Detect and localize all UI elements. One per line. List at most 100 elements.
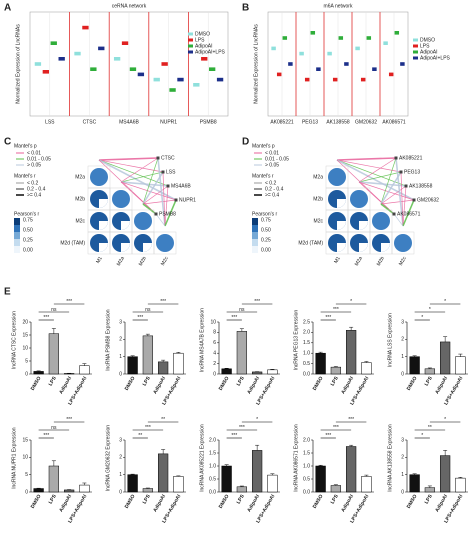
significance-label: ns — [51, 307, 57, 313]
legend-label: < 0.2 — [27, 180, 38, 186]
marker — [90, 67, 97, 71]
marker — [216, 77, 224, 82]
correlation-slice — [337, 199, 346, 208]
error-bar — [82, 482, 87, 486]
bar — [409, 474, 420, 493]
correlation-slice — [121, 243, 130, 252]
bar — [48, 465, 60, 493]
legend-title: Mantel's p — [14, 143, 37, 149]
significance-label: *** — [160, 299, 166, 305]
legend-label: >= 0.4 — [265, 192, 279, 198]
x-tick-label: LPS — [424, 493, 434, 505]
error-bar — [318, 351, 323, 354]
mantel-edge — [393, 213, 404, 227]
bar — [157, 361, 169, 375]
x-tick-label: DMSO — [124, 376, 137, 392]
error-bar — [270, 473, 275, 476]
significance-label: * — [256, 417, 258, 423]
error-bar — [333, 484, 338, 486]
correlation-circle — [156, 234, 174, 252]
y-tick-label: 1.5 — [209, 450, 216, 456]
x-tick-label: DMSO — [218, 494, 231, 510]
gene-label: NUPR1 — [179, 197, 196, 203]
bar — [48, 333, 60, 375]
x-tick-label: AdipoAI — [434, 493, 449, 513]
significance-label: *** — [333, 307, 339, 313]
x-tick-label: CTSC — [83, 119, 97, 125]
row-label: M2b — [313, 196, 323, 202]
error-bar — [349, 444, 354, 447]
x-tick-label: LPS — [330, 493, 340, 505]
correlation-slice — [99, 243, 108, 252]
x-tick-label: NUPR1 — [160, 119, 177, 125]
bar — [173, 352, 184, 375]
marker — [177, 77, 184, 82]
marker — [201, 57, 208, 61]
correlation-slice — [359, 243, 368, 252]
y-tick-label: 5 — [25, 358, 28, 364]
colorbar-step — [252, 225, 258, 232]
y-tick-label: 1.5 — [303, 340, 310, 346]
marker — [372, 67, 377, 71]
y-tick-label: 2.5 — [303, 319, 310, 325]
correlation-slice — [337, 221, 346, 230]
error-bar — [412, 355, 417, 357]
mantel-edge — [98, 157, 159, 161]
error-bar — [427, 485, 432, 488]
significance-label: ** — [428, 425, 432, 431]
correlation-slice — [121, 221, 130, 230]
legend-swatch — [188, 44, 193, 48]
legend-label: DMSO — [420, 37, 435, 43]
y-axis-label: lncRNA CTSC Expression — [11, 311, 17, 369]
y-axis-label: lncRNA NUPR1 Expression — [11, 427, 17, 488]
significance-label: *** — [43, 433, 49, 439]
marker — [50, 41, 57, 45]
gene-node — [174, 198, 178, 202]
marker — [360, 77, 366, 82]
colorbar-label: 0.50 — [261, 227, 271, 233]
significance-label: *** — [43, 315, 49, 321]
error-bar — [239, 328, 244, 332]
x-tick-label: LPS — [48, 375, 58, 387]
y-tick-label: 0.5 — [209, 476, 216, 482]
error-bar — [224, 464, 229, 466]
gene-node — [166, 184, 170, 188]
significance-label: *** — [66, 299, 72, 305]
x-tick-label: AdipoAI — [340, 493, 355, 513]
y-axis-label: lncRNA PSMB8 Expression — [105, 309, 111, 370]
legend-swatch — [413, 50, 418, 54]
significance-label: * — [444, 417, 446, 423]
significance-label: *** — [231, 433, 237, 439]
significance-label: *** — [325, 315, 331, 321]
marker — [299, 51, 304, 56]
marker — [161, 62, 168, 66]
x-tick-label: LPS — [424, 375, 434, 387]
y-axis-label: lncRNA PEG13 Expression — [293, 310, 299, 371]
bar — [79, 484, 90, 493]
gene-label: AK138558 — [409, 183, 433, 189]
x-tick-label: DMSO — [30, 376, 43, 392]
marker — [394, 31, 400, 35]
colorbar-step — [14, 218, 20, 225]
y-tick-label: 2.0 — [303, 437, 310, 443]
significance-label: ns — [239, 307, 245, 313]
legend-label: < 0.2 — [265, 180, 276, 186]
column-label: M2b — [138, 255, 148, 267]
marker — [193, 83, 200, 87]
legend-swatch — [413, 56, 418, 60]
bar — [315, 352, 326, 375]
mantel-edge — [402, 199, 415, 227]
correlation-circle — [372, 212, 390, 230]
correlation-circle — [394, 234, 412, 252]
colorbar-step — [252, 239, 258, 246]
legend-swatch — [188, 50, 193, 54]
colorbar-label: 0.50 — [23, 227, 33, 233]
mantel-edge — [162, 171, 166, 227]
column-label: M2a — [116, 255, 126, 267]
y-tick-label: 3 — [401, 437, 404, 443]
error-bar — [255, 444, 260, 451]
x-tick-label: LSS — [45, 119, 55, 125]
bar — [127, 356, 138, 375]
bar — [345, 330, 357, 375]
